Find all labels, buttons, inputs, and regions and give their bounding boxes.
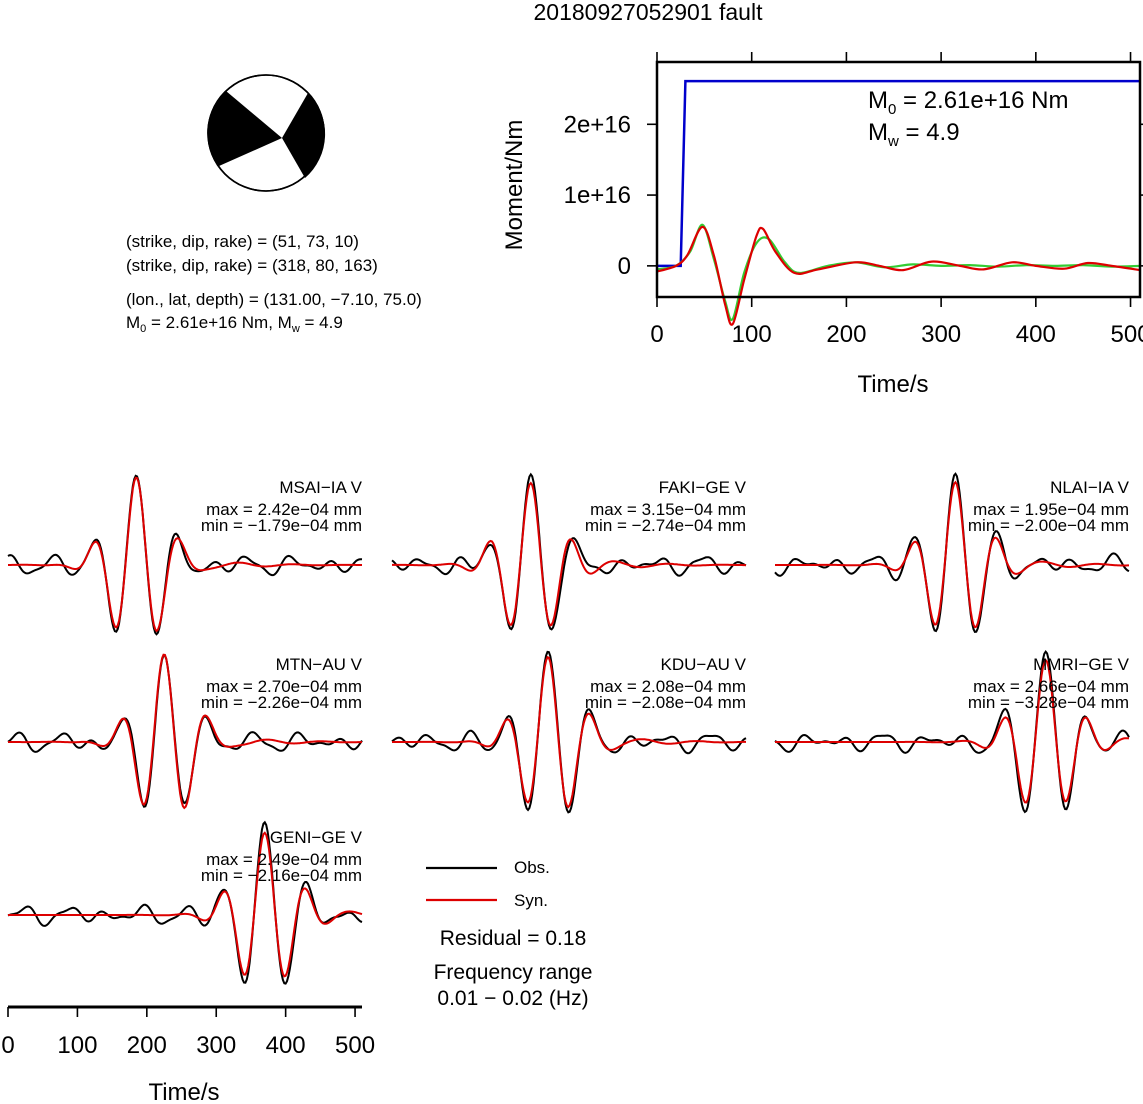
location-text: (lon., lat, depth) = (131.00, −7.10, 75.… bbox=[126, 290, 422, 309]
waveform-xtick-label: 300 bbox=[196, 1032, 236, 1059]
frequency-range: 0.01 − 0.02 (Hz) bbox=[437, 987, 588, 1010]
station-name: MMRI−GE V bbox=[1033, 655, 1130, 674]
station-min: min = −3.28e−04 mm bbox=[968, 693, 1129, 712]
synthetic-waveform bbox=[8, 476, 362, 633]
waveform-time-axis: Time/s 0 100 200 300 400 500 bbox=[1, 1005, 375, 1104]
frequency-title: Frequency range bbox=[434, 961, 593, 984]
moment-xtick-label: 0 bbox=[650, 321, 663, 348]
waveform-xtick-label: 200 bbox=[127, 1032, 167, 1059]
station-min: min = −2.08e−04 mm bbox=[585, 693, 746, 712]
observed-waveform bbox=[7, 820, 363, 985]
moment-xtick-label: 200 bbox=[826, 321, 866, 348]
plane1-text: (strike, dip, rake) = (51, 73, 10) bbox=[126, 232, 359, 251]
synthetic-waveform bbox=[775, 480, 1129, 629]
observed-waveform bbox=[774, 650, 1130, 814]
station-min: min = −2.74e−04 mm bbox=[585, 516, 746, 535]
magnitude-text: M0 = 2.61e+16 Nm, Mw = 4.9 bbox=[126, 313, 343, 335]
station-name: NLAI−IA V bbox=[1050, 478, 1130, 497]
observed-waveform bbox=[774, 472, 1130, 633]
synthetic-waveform bbox=[8, 653, 363, 810]
moment-mw-annotation: Mw = 4.9 bbox=[868, 119, 960, 150]
moment-ytick-label: 1e+16 bbox=[564, 182, 631, 209]
station-name: KDU−AU V bbox=[661, 655, 747, 674]
beachball bbox=[207, 74, 326, 192]
waveform-xlabel: Time/s bbox=[148, 1079, 219, 1104]
moment-xtick-label: 400 bbox=[1016, 321, 1056, 348]
station-min: min = −2.26e−04 mm bbox=[201, 693, 362, 712]
synthetic-waveform bbox=[8, 831, 363, 978]
moment-ytick-label: 0 bbox=[618, 253, 631, 280]
station-max: max = 2.66e−04 mm bbox=[973, 677, 1129, 696]
moment-green-line bbox=[656, 223, 1141, 322]
synthetic-waveform bbox=[392, 655, 746, 809]
station-name: MSAI−IA V bbox=[279, 478, 362, 497]
station-min: min = −2.00e−04 mm bbox=[968, 516, 1129, 535]
moment-ylabel: Moment/Nm bbox=[501, 120, 528, 251]
moment-xtick-label: 300 bbox=[921, 321, 961, 348]
synthetic-waveform bbox=[392, 481, 746, 627]
station-max: max = 2.42e−04 mm bbox=[206, 500, 362, 519]
station-name: FAKI−GE V bbox=[659, 478, 747, 497]
waveform-xtick-label: 0 bbox=[1, 1032, 14, 1059]
moment-red-line bbox=[656, 225, 1141, 326]
station-name: MTN−AU V bbox=[276, 655, 363, 674]
moment-xtick-label: 500 bbox=[1111, 321, 1143, 348]
moment-xtick-label: 100 bbox=[732, 321, 772, 348]
legend-syn-label: Syn. bbox=[514, 891, 548, 910]
legend-obs-label: Obs. bbox=[514, 858, 550, 877]
beachball-quadrant-left bbox=[208, 91, 282, 166]
observed-waveform bbox=[391, 472, 747, 631]
station-max: max = 2.49e−04 mm bbox=[206, 850, 362, 869]
beachball-quadrant-right bbox=[282, 93, 326, 178]
moment-plot: 0 100 200 300 400 500 0 1e+16 2e+16 Moment/Nm Ti… bbox=[501, 52, 1143, 398]
waveform-xtick-label: 500 bbox=[335, 1032, 375, 1059]
legend: Obs. Syn. bbox=[426, 858, 550, 910]
station-max: max = 3.15e−04 mm bbox=[590, 500, 746, 519]
moment-xlabel: Time/s bbox=[857, 371, 928, 398]
station-max: max = 2.70e−04 mm bbox=[206, 677, 362, 696]
station-min: min = −1.79e−04 mm bbox=[201, 516, 362, 535]
station-max: max = 1.95e−04 mm bbox=[973, 500, 1129, 519]
moment-plot-frame bbox=[655, 60, 1142, 299]
plane2-text: (strike, dip, rake) = (318, 80, 163) bbox=[126, 256, 378, 275]
figure-title: 20180927052901 fault bbox=[534, 0, 764, 25]
moment-ytick-label: 2e+16 bbox=[564, 111, 631, 138]
waveform-xtick-label: 100 bbox=[57, 1032, 97, 1059]
mechanism-text: (strike, dip, rake) = (51, 73, 10) (stri… bbox=[126, 232, 422, 335]
waveform-xtick-label: 400 bbox=[266, 1032, 306, 1059]
observed-waveform bbox=[7, 654, 363, 808]
moment-function-line bbox=[657, 79, 1140, 268]
moment-m0-annotation: M0 = 2.61e+16 Nm bbox=[868, 87, 1068, 118]
station-min: min = −2.16e−04 mm bbox=[201, 866, 362, 885]
synthetic-waveform bbox=[775, 658, 1130, 804]
observed-waveform bbox=[391, 650, 747, 814]
residual-text: Residual = 0.18 bbox=[440, 927, 587, 950]
station-name: GENI−GE V bbox=[270, 828, 363, 847]
station-max: max = 2.08e−04 mm bbox=[590, 677, 746, 696]
